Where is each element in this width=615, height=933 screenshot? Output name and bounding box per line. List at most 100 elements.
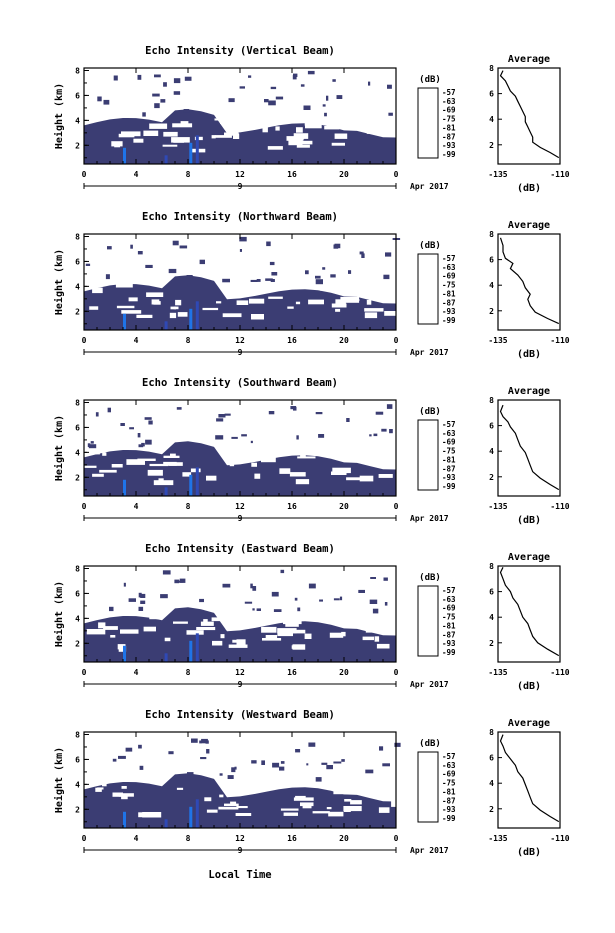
average-y-tick-label: 4 [489, 447, 494, 456]
echo-blob [186, 275, 193, 280]
echo-blob [365, 769, 374, 774]
x-tick-label: 20 [339, 668, 349, 677]
echo-blob [264, 99, 269, 103]
average-x-tick-label: -135 [488, 336, 507, 345]
average-y-tick-label: 4 [489, 779, 494, 788]
echo-gap [251, 462, 257, 467]
echo-blob [270, 86, 277, 90]
echo-blob [306, 763, 309, 766]
echo-blob [95, 412, 99, 417]
echo-gap [236, 806, 248, 809]
echo-gap [324, 126, 340, 130]
colorbar-unit: (dB) [419, 241, 441, 251]
echo-gap [236, 639, 246, 645]
echo-gap [171, 137, 190, 143]
echo-gap [138, 812, 143, 818]
echo-blob [85, 263, 91, 266]
echo-gap [267, 146, 283, 150]
echo-blob [228, 98, 235, 103]
echo-gap [280, 283, 298, 289]
y-tick-label: 6 [75, 755, 80, 764]
echo-blob [315, 279, 323, 285]
echo-blob [179, 578, 186, 583]
echo-gap [216, 301, 222, 304]
colorbar-tick-label: -75 [442, 779, 456, 788]
average-unit: (dB) [517, 183, 541, 194]
echo-gap [102, 782, 107, 787]
echo-gap [343, 784, 359, 790]
echo-gap [146, 292, 164, 297]
echo-blob [138, 744, 142, 749]
colorbar-tick-label: -69 [442, 272, 456, 281]
x-tick-label: 12 [235, 668, 245, 677]
colorbar-tick-label: -57 [442, 88, 456, 97]
colorbar-tick-label: -57 [442, 254, 456, 263]
colorbar-tick-label: -57 [442, 752, 456, 761]
echo-blob [199, 598, 204, 603]
colorbar-tick-label: -69 [442, 604, 456, 613]
echo-gap [320, 286, 330, 291]
average-y-tick-label: 6 [489, 256, 494, 265]
echo-blob [375, 411, 384, 415]
convective-column [195, 301, 199, 330]
echo-gap [103, 626, 118, 630]
echo-blob [297, 607, 301, 612]
panel-4: Echo Intensity (Eastward Beam) 2 4 6 8 0 4 8 12 1… [53, 543, 570, 692]
echo-blob [105, 274, 110, 280]
x-tick-label: 16 [287, 502, 297, 511]
echo-blob [318, 434, 325, 438]
echo-blob [172, 240, 179, 246]
echo-gap [128, 297, 138, 302]
echo-gap [343, 806, 362, 812]
average-unit: (dB) [517, 515, 541, 526]
echo-gap [121, 795, 128, 800]
average-y-tick-label: 8 [489, 562, 494, 571]
y-tick-label: 8 [75, 66, 80, 75]
echo-gap [173, 139, 184, 143]
average-frame [497, 399, 561, 497]
echo-gap [332, 467, 351, 474]
x-tick-label: 12 [235, 502, 245, 511]
colorbar-tick-label: -87 [442, 464, 456, 473]
echo-blob [290, 406, 297, 410]
convective-column [164, 819, 168, 828]
echo-gap [202, 307, 219, 311]
echo-blob [307, 70, 315, 75]
echo-gap [275, 126, 280, 131]
echo-gap [114, 144, 121, 148]
echo-blob [183, 109, 190, 113]
x-tick-label: 0 [82, 668, 87, 677]
average-profile-line [499, 734, 560, 823]
echo-blob [148, 420, 153, 425]
echo-gap [89, 306, 99, 310]
echo-blob [381, 428, 387, 432]
convective-column [164, 321, 168, 330]
echo-gap [344, 799, 352, 802]
echo-blob [138, 444, 144, 448]
echo-gap [102, 452, 107, 456]
convective-column [195, 467, 199, 496]
echo-blob [261, 760, 265, 765]
echo-blob [256, 608, 261, 611]
echo-blob [125, 747, 133, 752]
echo-blob [326, 765, 333, 770]
y-tick-label: 2 [75, 473, 80, 482]
echo-gap [170, 306, 176, 310]
echo-gap [362, 636, 374, 641]
echo-gap [214, 118, 226, 121]
echo-blob [130, 244, 133, 249]
echo-blob [369, 599, 378, 604]
y-tick-label: 8 [75, 232, 80, 241]
echo-gap [390, 294, 406, 297]
echo-blob [163, 82, 167, 87]
echo-blob [324, 112, 327, 117]
echo-blob [222, 278, 230, 283]
echo-gap [359, 475, 374, 482]
x-tick-label: 16 [287, 668, 297, 677]
echo-gap [92, 287, 103, 294]
average-title: Average [508, 54, 550, 65]
echo-blob [140, 600, 146, 604]
date-label: Apr 2017 [410, 846, 449, 855]
colorbar-tick-label: -81 [442, 787, 456, 796]
echo-blob [231, 436, 238, 439]
